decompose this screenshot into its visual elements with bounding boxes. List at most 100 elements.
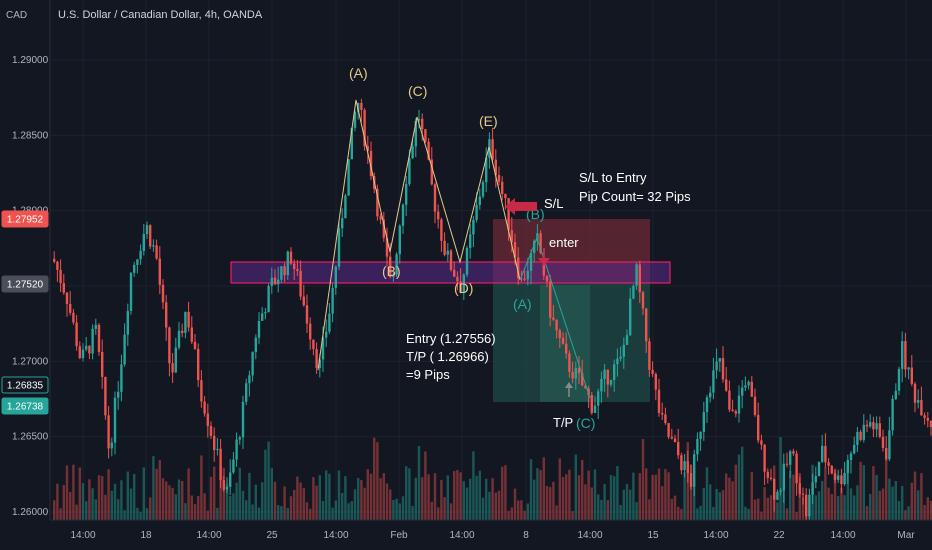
volume-bar bbox=[600, 499, 603, 520]
candle-body bbox=[232, 459, 235, 473]
volume-bar bbox=[830, 494, 833, 520]
candle-body bbox=[568, 353, 571, 372]
volume-bar bbox=[267, 441, 270, 520]
candle-body bbox=[613, 364, 616, 380]
volume-bar bbox=[427, 474, 430, 520]
volume-bar bbox=[296, 476, 299, 520]
candle-body bbox=[427, 141, 430, 160]
candle-body bbox=[645, 308, 648, 342]
volume-bar bbox=[366, 469, 369, 520]
volume-bar bbox=[801, 497, 805, 520]
candle-body bbox=[709, 392, 712, 398]
volume-bar bbox=[273, 481, 277, 520]
candle-body bbox=[277, 279, 280, 285]
volume-bar bbox=[401, 496, 405, 520]
candle-body bbox=[629, 298, 632, 336]
candle-body bbox=[261, 313, 264, 321]
volume-bar bbox=[648, 499, 651, 520]
candle-body bbox=[622, 344, 625, 357]
price-tick-label: 1.27000 bbox=[12, 356, 49, 367]
volume-bar bbox=[901, 485, 904, 520]
candle-body bbox=[609, 379, 613, 385]
volume-bar bbox=[488, 491, 491, 520]
candle-body bbox=[561, 338, 565, 344]
volume-bar bbox=[155, 468, 158, 520]
volume-bar bbox=[152, 456, 155, 520]
volume-bar bbox=[219, 465, 222, 520]
candle-body bbox=[673, 438, 677, 443]
volume-bar bbox=[731, 481, 734, 520]
candle-body bbox=[824, 445, 827, 463]
volume-bar bbox=[709, 484, 712, 520]
candle-body bbox=[654, 373, 657, 390]
volume-bar bbox=[376, 442, 379, 520]
volume-bar bbox=[865, 506, 869, 520]
candle-body bbox=[670, 436, 673, 439]
candle-body bbox=[923, 415, 926, 419]
candle-body bbox=[270, 277, 273, 286]
candle-body bbox=[584, 385, 587, 389]
volume-bar bbox=[856, 485, 859, 520]
volume-bar bbox=[177, 479, 181, 520]
candle-body bbox=[875, 423, 878, 430]
time-tick-label: 18 bbox=[140, 530, 152, 541]
candle-body bbox=[446, 250, 449, 255]
candle-body bbox=[75, 322, 78, 347]
entry-line1: Entry (1.27556) bbox=[406, 331, 496, 346]
price-tick-label: 1.28500 bbox=[12, 130, 49, 141]
volume-bar bbox=[622, 489, 625, 520]
volume-bar bbox=[261, 482, 264, 520]
volume-bar bbox=[929, 500, 932, 520]
volume-bar bbox=[289, 496, 293, 520]
candle-body bbox=[737, 395, 741, 414]
chart-title[interactable]: U.S. Dollar / Canadian Dollar, 4h, OANDA bbox=[58, 9, 263, 21]
candle-body bbox=[497, 175, 501, 182]
candle-body bbox=[766, 471, 769, 478]
candle-body bbox=[235, 439, 238, 460]
volume-bar bbox=[603, 484, 606, 520]
candle-body bbox=[414, 120, 417, 147]
volume-bar bbox=[549, 487, 552, 520]
volume-bar bbox=[168, 485, 171, 520]
candle-body bbox=[552, 317, 555, 320]
candle-body bbox=[830, 465, 833, 474]
price-badge-label: 1.26835 bbox=[7, 381, 44, 392]
candle-body bbox=[238, 437, 241, 440]
price-badge-label: 1.27952 bbox=[7, 215, 44, 226]
volume-bar bbox=[840, 487, 843, 520]
volume-bar bbox=[133, 474, 136, 520]
volume-bar bbox=[312, 477, 315, 520]
candle-body bbox=[929, 420, 932, 427]
candle-body bbox=[382, 219, 385, 238]
volume-bar bbox=[440, 479, 443, 520]
candle-body bbox=[846, 460, 849, 473]
candle-body bbox=[683, 461, 686, 471]
volume-bar bbox=[389, 489, 392, 520]
volume-bar bbox=[561, 477, 565, 520]
volume-bar bbox=[465, 487, 469, 520]
volume-bar bbox=[849, 488, 853, 520]
candle-body bbox=[805, 494, 808, 517]
price-tick-label: 1.29000 bbox=[12, 55, 49, 66]
entry-line3: =9 Pips bbox=[406, 367, 450, 382]
volume-bar bbox=[766, 497, 769, 520]
volume-bar bbox=[97, 475, 101, 520]
time-tick-label: 14:00 bbox=[323, 530, 348, 541]
volume-bar bbox=[747, 508, 750, 520]
volume-bar bbox=[923, 505, 926, 520]
volume-bar bbox=[677, 506, 680, 520]
candle-body bbox=[161, 284, 165, 303]
volume-bar bbox=[443, 497, 446, 520]
volume-bar bbox=[325, 470, 328, 520]
candle-body bbox=[97, 324, 101, 353]
time-tick-label: Mar bbox=[897, 530, 915, 541]
volume-bar bbox=[414, 477, 417, 520]
volume-bar bbox=[721, 490, 725, 520]
volume-bar bbox=[200, 455, 203, 520]
volume-bar bbox=[158, 459, 161, 520]
volume-bar bbox=[760, 511, 763, 520]
volume-bar bbox=[241, 490, 245, 520]
candle-body bbox=[222, 480, 225, 490]
candle-body bbox=[693, 454, 696, 487]
